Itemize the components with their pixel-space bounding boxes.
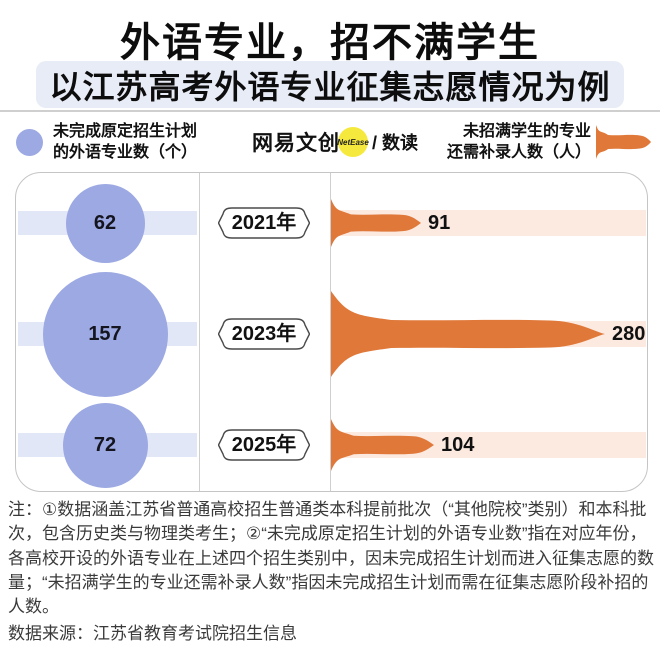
page-subtitle: 以江苏高考外语专业征集志愿情况为例 (49, 68, 611, 105)
majors-bubble: 157 (42, 271, 168, 397)
legend-row: 未完成原定招生计划 的外语专业数（个） 网易文创 NetEase / 数读 未招… (0, 117, 660, 167)
year-badge: 2025年 (218, 428, 310, 462)
brand-sub: / 数读 (372, 133, 419, 153)
column-divider-2 (330, 173, 331, 491)
page-title: 外语专业，招不满学生 (120, 21, 540, 65)
header-divider (0, 110, 660, 112)
column-divider-1 (199, 173, 200, 491)
legend-students: 未招满学生的专业 还需补录人数（人） (447, 121, 652, 163)
year-badge-outline-icon (218, 318, 310, 350)
legend-students-line1: 未招满学生的专业 (462, 123, 591, 140)
year-label: 2023年 (231, 323, 297, 345)
circle-swatch-icon (16, 128, 43, 156)
legend-majors: 未完成原定招生计划 的外语专业数（个） (16, 121, 197, 163)
majors-bubble: 72 (62, 402, 148, 488)
year-badge-outline-icon (218, 207, 310, 239)
netease-badge-icon: NetEase (337, 127, 369, 157)
students-spike-icon (331, 291, 605, 377)
year-badge: 2023年 (218, 317, 310, 351)
brand-name: 网易文创 (252, 132, 340, 155)
students-spike-icon (331, 419, 434, 471)
year-badge: 2021年 (218, 206, 310, 240)
brand-logo: 网易文创 NetEase / 数读 (252, 127, 418, 157)
majors-bubble: 62 (65, 183, 145, 263)
students-value: 280 (612, 323, 646, 345)
footnotes: 注：①数据涵盖江苏省普通高校招生普通类本科提前批次（“其他院校”类别）和本科批次… (8, 498, 654, 647)
data-source: 数据来源：江苏省教育考试院招生信息 (8, 624, 297, 644)
year-label: 2021年 (231, 212, 297, 234)
year-badge-outline-icon (218, 429, 310, 461)
legend-majors-line1: 未完成原定招生计划 (53, 123, 198, 140)
students-spike-icon (331, 199, 421, 247)
note-text: 注：①数据涵盖江苏省普通高校招生普通类本科提前批次（“其他院校”类别）和本科批次… (8, 500, 654, 617)
students-value: 91 (428, 212, 451, 234)
students-value: 104 (441, 434, 475, 456)
year-label: 2025年 (231, 434, 297, 456)
chart-area: 62 2021年 91 157 2023年 280 72 (15, 172, 648, 492)
spike-swatch-icon (596, 125, 651, 159)
legend-students-line2: 还需补录人数（人） (446, 144, 591, 161)
subtitle-band: 以江苏高考外语专业征集志愿情况为例 (36, 61, 624, 108)
legend-majors-line2: 的外语专业数（个） (53, 144, 198, 161)
